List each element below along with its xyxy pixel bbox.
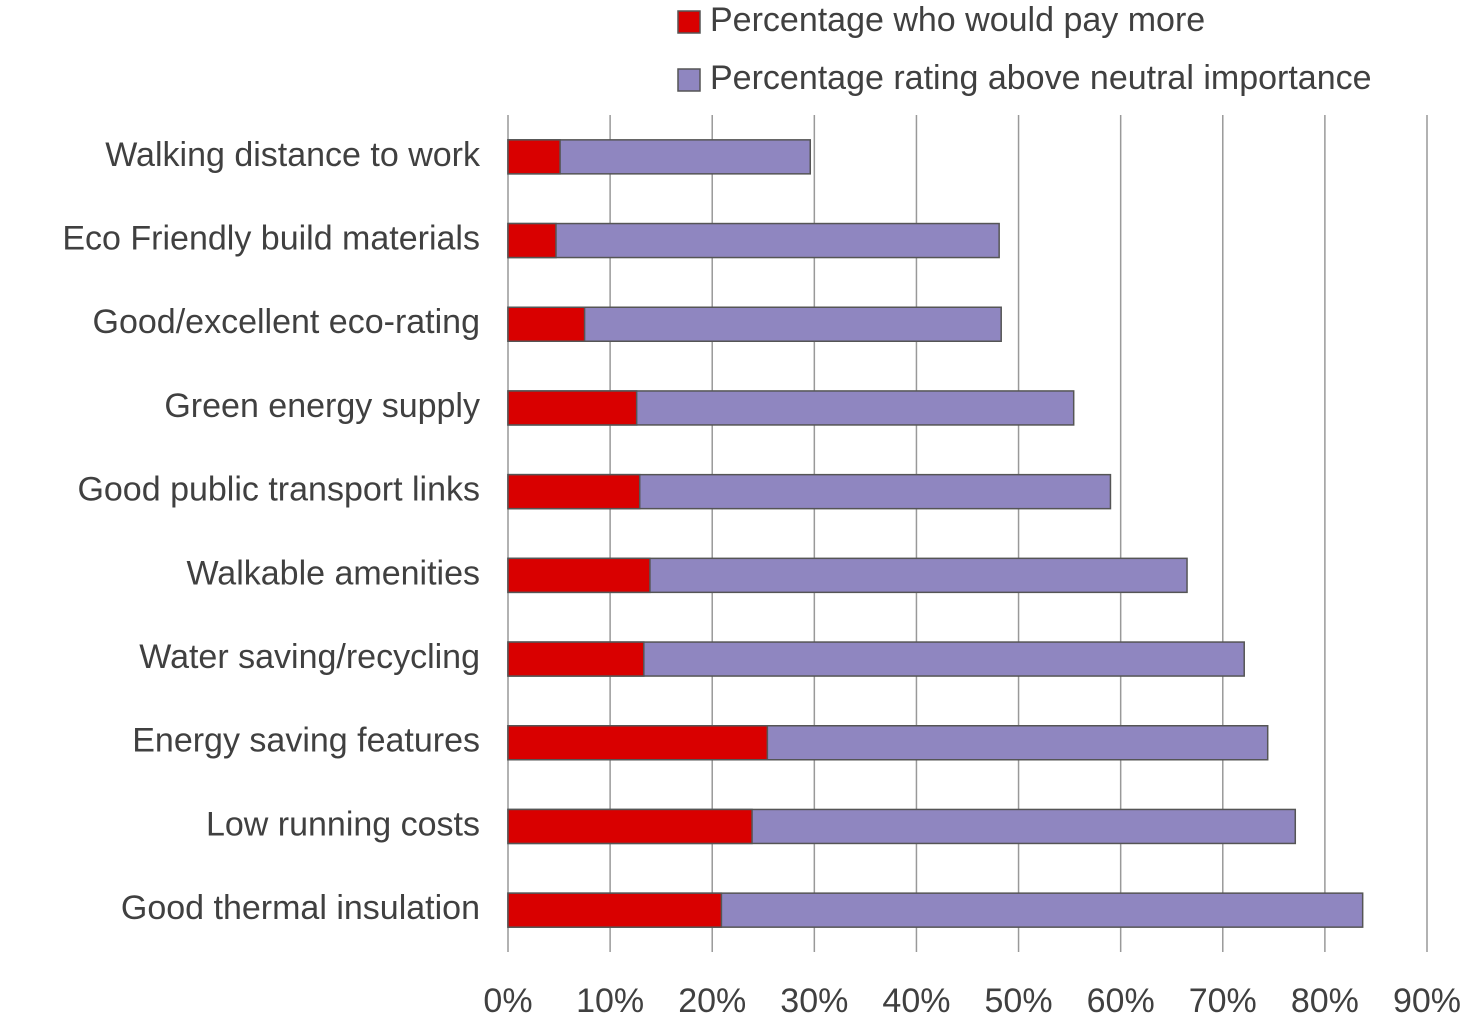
bar bbox=[507, 473, 641, 510]
bar bbox=[507, 641, 645, 677]
bar bbox=[507, 390, 638, 426]
legend-swatch bbox=[677, 10, 701, 34]
y-tick-label: Green energy supply bbox=[164, 387, 480, 425]
y-tick-label: Good thermal insulation bbox=[121, 889, 480, 927]
bar bbox=[507, 557, 651, 594]
y-tick-label: Walking distance to work bbox=[105, 136, 481, 174]
x-tick-label: 20% bbox=[678, 982, 746, 1020]
y-tick-label: Good/excellent eco-rating bbox=[93, 303, 480, 341]
bar bbox=[507, 808, 753, 845]
x-tick-label: 80% bbox=[1291, 982, 1359, 1020]
y-tick-label: Good public transport links bbox=[77, 471, 480, 509]
x-tick-label: 60% bbox=[1087, 982, 1155, 1020]
x-tick-label: 10% bbox=[576, 982, 644, 1020]
x-tick-label: 40% bbox=[882, 982, 950, 1020]
x-tick-label: 0% bbox=[483, 982, 532, 1020]
bar bbox=[507, 222, 1000, 259]
x-tick-label: 50% bbox=[985, 982, 1053, 1020]
bar bbox=[507, 306, 586, 342]
x-tick-label: 90% bbox=[1393, 982, 1461, 1020]
legend-label: Percentage who would pay more bbox=[710, 1, 1205, 39]
x-tick-label: 30% bbox=[780, 982, 848, 1020]
y-tick-label: Eco Friendly build materials bbox=[62, 220, 480, 258]
bar bbox=[507, 725, 769, 761]
bar bbox=[507, 892, 723, 928]
y-tick-label: Walkable amenities bbox=[186, 554, 480, 592]
legend-swatch bbox=[677, 68, 701, 92]
bar bbox=[507, 139, 561, 175]
legend-label: Percentage rating above neutral importan… bbox=[710, 59, 1372, 97]
y-tick-label: Low running costs bbox=[206, 805, 480, 843]
y-tick-label: Energy saving features bbox=[132, 722, 480, 760]
y-tick-label: Water saving/recycling bbox=[139, 638, 480, 676]
bar bbox=[507, 222, 557, 259]
x-tick-label: 70% bbox=[1189, 982, 1257, 1020]
